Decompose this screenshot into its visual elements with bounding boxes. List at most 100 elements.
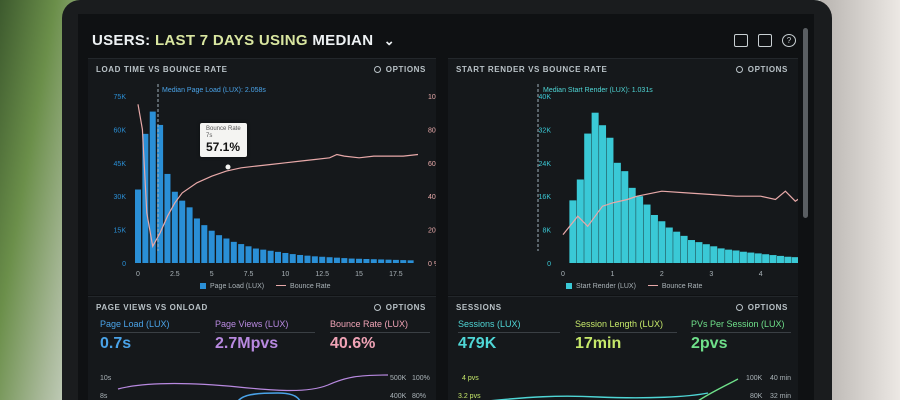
chart-bar bbox=[157, 124, 164, 264]
chart-bar bbox=[341, 258, 348, 263]
options-icon bbox=[373, 66, 381, 73]
chart-bar bbox=[650, 214, 658, 263]
image-icon[interactable] bbox=[758, 34, 772, 47]
kpi-label-pvs-per-session: PVs Per Session (LUX) bbox=[691, 319, 785, 329]
chart-bar bbox=[260, 249, 267, 263]
kpi-value-bounce-rate: 40.6% bbox=[330, 335, 376, 352]
chart-bar bbox=[732, 250, 740, 263]
chart-bar bbox=[142, 133, 149, 263]
kpi-value-sessions: 479K bbox=[458, 335, 497, 352]
monitor-icon[interactable] bbox=[734, 34, 748, 47]
options-button[interactable]: OPTIONS bbox=[373, 303, 426, 312]
legend-line: Bounce Rate bbox=[290, 283, 331, 290]
y-tick-left: 10s bbox=[100, 375, 112, 382]
chart-bar bbox=[613, 162, 621, 263]
kpi-label-session-length: Session Length (LUX) bbox=[575, 319, 664, 329]
chart-bar bbox=[311, 256, 318, 263]
chart-bar bbox=[762, 254, 770, 263]
dashboard-title[interactable]: USERS: LAST 7 DAYS USING MEDIAN ⌄ bbox=[92, 32, 395, 49]
options-label: OPTIONS bbox=[747, 303, 788, 312]
chart-bar bbox=[621, 171, 629, 263]
legend: Page Load (LUX) Bounce Rate bbox=[200, 283, 331, 290]
legend-bars: Page Load (LUX) bbox=[210, 283, 265, 290]
title-range: LAST 7 DAYS bbox=[154, 32, 255, 49]
panel-start-render: START RENDER VS BOUNCE RATE OPTIONS 40K 3… bbox=[448, 58, 798, 295]
load-time-chart: 75K 60K 45K 30K 15K 0 100 % 80 % 60 % 40 % 20 % 0 %… bbox=[114, 84, 436, 278]
y-tick-left: 30K bbox=[114, 194, 127, 201]
chart-bar bbox=[695, 242, 703, 263]
chart-bar bbox=[304, 255, 311, 263]
chart-bar bbox=[385, 259, 392, 263]
y-tick-left: 0 bbox=[547, 261, 551, 268]
legend-swatch-line bbox=[647, 285, 658, 286]
options-button[interactable]: OPTIONS bbox=[735, 65, 788, 74]
y-tick-right: 80% bbox=[412, 393, 426, 400]
chart-bar bbox=[135, 189, 141, 263]
pvs-line bbox=[698, 378, 739, 400]
chevron-down-icon[interactable]: ⌄ bbox=[383, 33, 395, 48]
kpi-divider bbox=[330, 332, 430, 333]
kpi-label-bounce-rate: Bounce Rate (LUX) bbox=[330, 319, 409, 329]
y-tick-left: 0 bbox=[122, 261, 126, 268]
y-tick-left: 32K bbox=[539, 127, 552, 134]
scrollbar[interactable] bbox=[803, 28, 808, 218]
bounce-tooltip: Bounce Rate 7s 57.1% bbox=[200, 123, 247, 157]
panel-page-views: PAGE VIEWS VS ONLOAD OPTIONS Page Load (… bbox=[88, 296, 436, 400]
x-tick: 10 bbox=[281, 271, 289, 278]
options-button[interactable]: OPTIONS bbox=[735, 303, 788, 312]
chart-bar bbox=[378, 259, 385, 263]
y-tick-left: 15K bbox=[114, 228, 127, 235]
chart-bar bbox=[791, 257, 798, 263]
chart-bar bbox=[688, 240, 695, 263]
chart-bar bbox=[297, 254, 304, 263]
chart-bar bbox=[363, 258, 370, 263]
options-icon bbox=[735, 304, 743, 311]
y-tick-right: 40 min bbox=[770, 375, 791, 382]
options-icon bbox=[373, 304, 381, 311]
help-icon[interactable]: ? bbox=[782, 34, 796, 47]
chart-bar bbox=[599, 125, 607, 263]
hover-point[interactable] bbox=[225, 164, 231, 170]
chart-bar bbox=[673, 231, 681, 263]
kpi-divider bbox=[100, 332, 200, 333]
chart-bar bbox=[569, 200, 577, 263]
x-tick: 2.5 bbox=[170, 271, 180, 278]
x-tick: 17.5 bbox=[389, 271, 403, 278]
chart-bar bbox=[186, 207, 193, 263]
kpi-divider bbox=[215, 332, 315, 333]
chart-bar bbox=[392, 259, 399, 263]
chart-bar bbox=[164, 173, 171, 263]
page-views-chart: 10s 8s 500K 400K 100% 80% bbox=[100, 374, 430, 400]
chart-bar bbox=[754, 253, 762, 263]
chart-bar bbox=[584, 133, 592, 263]
chart-bar bbox=[216, 235, 223, 263]
sessions-line bbox=[491, 392, 709, 400]
chart-bar bbox=[348, 258, 355, 263]
legend-swatch-bars bbox=[200, 283, 206, 289]
y-tick-right: 40 % bbox=[428, 194, 436, 201]
kpi-value-page-views: 2.7Mpvs bbox=[215, 335, 279, 352]
panel-title: LOAD TIME VS BOUNCE RATE bbox=[96, 65, 228, 74]
chart-bar bbox=[275, 251, 281, 263]
tooltip-title: Bounce Rate bbox=[206, 126, 241, 132]
kpi-label-page-load: Page Load (LUX) bbox=[100, 319, 170, 329]
chart-bar bbox=[665, 227, 673, 263]
options-button[interactable]: OPTIONS bbox=[373, 65, 426, 74]
x-tick: 5 bbox=[210, 271, 214, 278]
y-tick-right: 32 min bbox=[770, 393, 791, 400]
onload-line bbox=[237, 392, 301, 400]
kpi-label-sessions: Sessions (LUX) bbox=[458, 319, 521, 329]
chart-bar bbox=[223, 238, 230, 263]
start-render-chart: 40K32K24K16K8K0100 %80 %60 %40 %20 %0 %0… bbox=[537, 84, 798, 278]
chart-bar bbox=[201, 225, 208, 263]
sessions-chart: 4 pvs 3.2 pvs 100K 80K 40 min 32 min bbox=[458, 375, 791, 400]
kpi-divider bbox=[691, 332, 791, 333]
chart-bar bbox=[739, 251, 747, 263]
y-tick-left: 8K bbox=[542, 228, 551, 235]
y-tick-right: 80 % bbox=[428, 127, 436, 134]
options-label: OPTIONS bbox=[385, 303, 426, 312]
y-tick-left: 45K bbox=[114, 161, 127, 168]
chart-bar bbox=[576, 179, 584, 263]
y-tick-left: 40K bbox=[539, 94, 552, 101]
y-tick-right: 100K bbox=[746, 375, 763, 382]
